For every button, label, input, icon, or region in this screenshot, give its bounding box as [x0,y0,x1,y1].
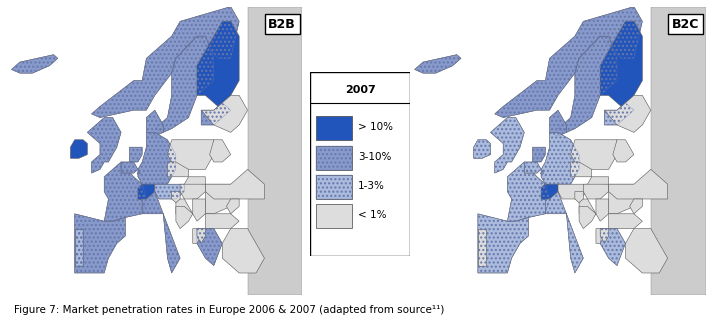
Bar [315,146,352,170]
Polygon shape [540,170,544,174]
Polygon shape [410,7,706,295]
Polygon shape [201,95,248,133]
Bar [315,175,352,199]
Polygon shape [533,147,545,162]
Polygon shape [600,21,642,110]
Polygon shape [205,169,264,199]
Polygon shape [75,214,125,273]
Polygon shape [180,184,205,199]
Polygon shape [87,117,121,173]
Polygon shape [197,21,239,110]
Polygon shape [524,162,541,173]
Polygon shape [600,229,626,266]
Polygon shape [600,229,608,243]
Polygon shape [155,36,214,133]
Polygon shape [121,162,138,173]
Polygon shape [168,162,189,177]
Polygon shape [227,199,239,214]
Text: 2007: 2007 [345,85,375,95]
Polygon shape [176,206,193,229]
Bar [315,204,352,228]
Polygon shape [571,140,617,169]
Text: > 10%: > 10% [358,122,393,132]
Polygon shape [541,184,558,200]
Polygon shape [142,192,180,273]
Polygon shape [222,229,264,273]
Polygon shape [197,229,205,243]
Polygon shape [596,229,604,243]
Polygon shape [608,169,667,199]
Polygon shape [596,199,608,221]
Polygon shape [604,95,651,133]
Polygon shape [75,229,83,266]
Polygon shape [583,184,608,199]
Polygon shape [495,7,642,117]
Polygon shape [12,55,58,73]
Polygon shape [193,199,205,221]
Polygon shape [184,177,205,188]
Polygon shape [248,7,302,295]
Polygon shape [588,177,608,188]
Polygon shape [104,162,146,221]
Text: < 1%: < 1% [358,211,387,220]
Polygon shape [205,184,239,214]
Polygon shape [474,140,490,158]
Polygon shape [549,110,567,136]
Text: Figure 7: Market penetration rates in Europe 2006 & 2007 (adapted from source¹¹): Figure 7: Market penetration rates in Eu… [14,305,445,315]
Polygon shape [168,140,214,169]
Polygon shape [478,214,528,273]
Polygon shape [558,184,588,199]
Polygon shape [155,184,184,199]
Polygon shape [197,229,222,266]
Polygon shape [205,214,239,229]
Polygon shape [608,184,642,214]
Bar [315,146,352,170]
Polygon shape [91,7,239,117]
Polygon shape [571,162,592,177]
Polygon shape [579,206,596,229]
Polygon shape [626,229,667,273]
Bar [315,116,352,140]
Polygon shape [171,192,180,203]
Text: 3-10%: 3-10% [358,152,392,162]
Polygon shape [608,214,642,229]
Polygon shape [137,170,140,174]
Polygon shape [508,162,549,221]
Polygon shape [575,192,583,203]
Polygon shape [604,103,634,125]
Bar [315,175,352,199]
Polygon shape [545,192,583,273]
Polygon shape [138,133,176,188]
Polygon shape [201,103,230,125]
Text: B2C: B2C [672,18,699,31]
Polygon shape [146,110,163,136]
Polygon shape [193,229,201,243]
Text: B2B: B2B [269,18,296,31]
Polygon shape [176,199,193,221]
Polygon shape [138,184,155,200]
Polygon shape [558,36,617,133]
Polygon shape [71,140,87,158]
Polygon shape [415,55,461,73]
Polygon shape [478,229,486,266]
Polygon shape [7,7,302,295]
Polygon shape [579,199,596,221]
Text: 1-3%: 1-3% [358,181,385,191]
Polygon shape [210,140,230,162]
Polygon shape [130,147,142,162]
Polygon shape [630,199,642,214]
Polygon shape [541,133,579,188]
Polygon shape [613,140,634,162]
Polygon shape [490,117,524,173]
Polygon shape [651,7,706,295]
